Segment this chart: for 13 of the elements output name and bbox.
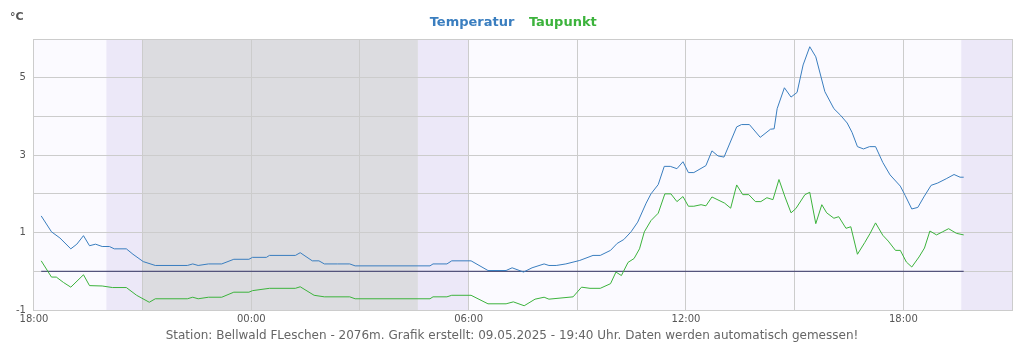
y-tick-label: 5 — [19, 71, 26, 83]
x-tick-label: 18:00 — [19, 312, 49, 324]
text: Taupunkt — [528, 13, 597, 29]
y-axis-title: °C — [10, 10, 24, 24]
x-tick-label: 06:00 — [454, 312, 484, 324]
x-tick-label: 00:00 — [236, 312, 266, 324]
y-tick-label: -1 — [15, 303, 26, 315]
y-tick-label: 1 — [19, 226, 26, 238]
y-tick-label: 3 — [19, 148, 26, 160]
x-tick-label: 12:00 — [671, 312, 701, 324]
x-tick-label: 18:00 — [888, 312, 918, 324]
text: Station: Bellwald FLeschen - 2076m. Grafik erstellt: 09.05.2025 - 19:40 Uhr. Daten werden automatisch gemessen! — [164, 328, 860, 342]
text: Temperatur — [429, 13, 515, 29]
